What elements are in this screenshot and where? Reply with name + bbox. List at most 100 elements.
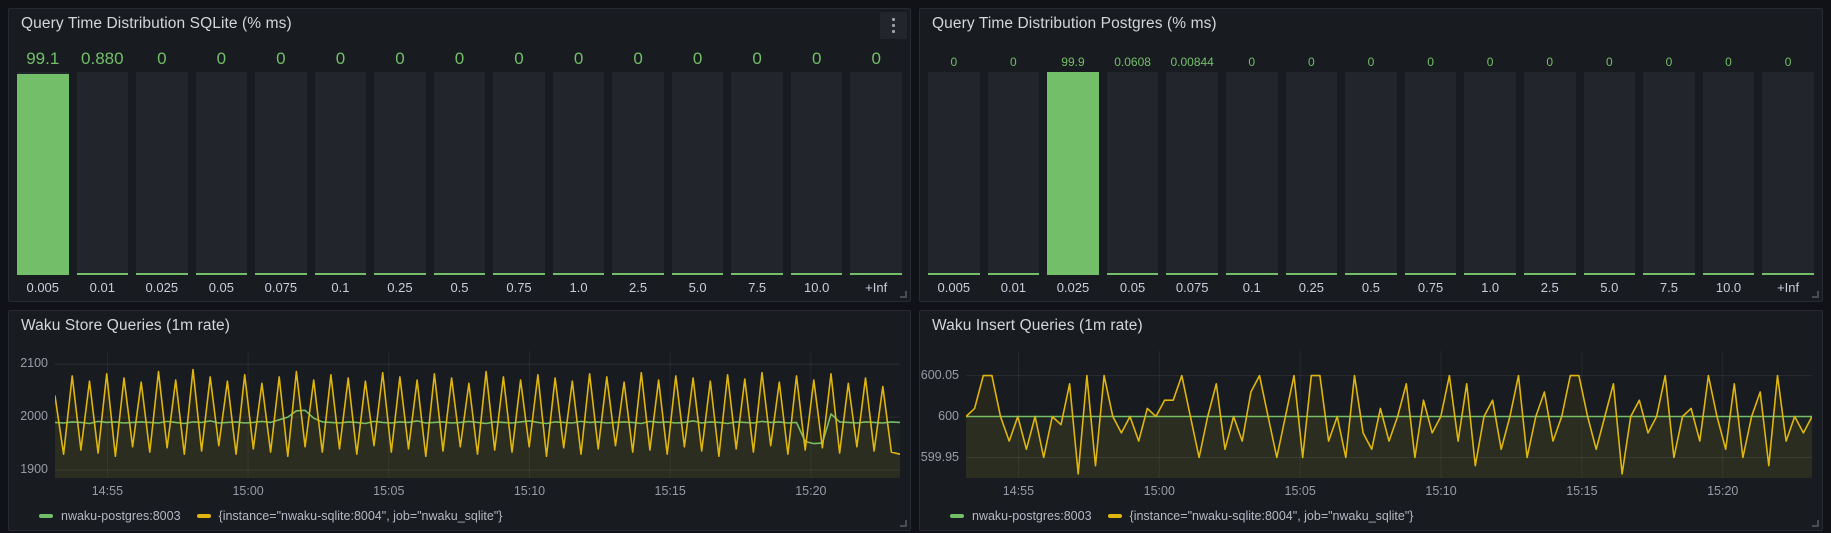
bar-x-label: 0.005 [26,280,60,295]
bar-track[interactable] [314,72,367,275]
bar-track[interactable] [1583,72,1636,275]
histogram-bar-0.025: 99.9 0.025 [1047,43,1099,295]
panel-resize-grip[interactable] [900,291,907,298]
bar-fill [1464,273,1516,275]
panel-title-postgres[interactable]: Query Time Distribution Postgres (% ms) [932,15,1217,32]
bar-track[interactable] [1225,72,1278,275]
bar-x-label: 0.01 [1000,280,1027,295]
kebab-dot [892,30,895,33]
panel-title-store-queries[interactable]: Waku Store Queries (1m rate) [21,317,230,334]
bar-track[interactable] [612,72,664,275]
bar-fill [136,273,188,275]
y-tick-label: 600.05 [920,367,959,382]
bar-value-label: 0 [752,49,762,68]
bar-value-label: 0 [1546,55,1554,69]
panel-resize-grip[interactable] [1812,291,1819,298]
bar-fill [1643,273,1695,275]
histogram-bar-5.0: 0 5.0 [1583,43,1636,295]
bar-track[interactable] [1404,72,1457,275]
panel-title-insert-queries[interactable]: Waku Insert Queries (1m rate) [932,317,1143,334]
bar-track[interactable] [1106,72,1159,275]
series-color-swatch [1107,514,1122,518]
legend-label: {instance="nwaku-sqlite:8004", job="nwak… [1129,509,1414,523]
bar-track[interactable] [374,72,426,275]
bar-track[interactable] [1702,72,1755,275]
timeseries-insert-queries[interactable]: 600.05 600 599.95 14:55 15:00 15:05 15:10 15:15… [921,351,1813,498]
bar-fill [1285,273,1338,275]
bar-track[interactable] [1047,72,1099,275]
legend-item-sqlite[interactable]: {instance="nwaku-sqlite:8004", job="nwak… [196,509,502,523]
bar-value-label: 99.1 [26,49,60,68]
legend-item-postgres[interactable]: nwaku-postgres:8003 [39,509,181,523]
x-tick-label: 15:15 [654,484,686,498]
bar-fill [433,273,486,275]
panel-resize-grip[interactable] [1812,520,1819,527]
bar-x-label: 0.05 [1119,280,1146,295]
bar-x-label: 0.075 [1175,280,1209,295]
bar-track[interactable] [255,72,307,275]
bar-track[interactable] [928,72,980,275]
y-tick-label: 2100 [20,356,48,371]
bar-track[interactable] [731,72,783,275]
bar-x-label: 0.1 [1242,280,1261,295]
bar-value-label: 0 [1605,55,1613,69]
bar-track[interactable] [1464,72,1516,275]
bar-track[interactable] [195,72,248,275]
y-tick-label: 1900 [20,462,48,477]
bar-track[interactable] [671,72,724,275]
x-tick-label: 15:20 [1707,484,1739,498]
x-tick-label: 15:00 [232,484,264,498]
bar-track[interactable] [1523,72,1576,275]
bar-value-label: 0 [1010,55,1017,69]
x-tick-label: 14:55 [91,484,124,498]
bar-track[interactable] [1762,72,1814,275]
bar-track[interactable] [17,72,69,275]
bar-value-label: 0 [157,49,167,68]
timeseries-store-queries[interactable]: 2100 2000 1900 14:55 15:00 15:05 15:10 15:15 15:… [20,351,901,498]
bar-track[interactable] [1285,72,1338,275]
bar-value-label: 0 [1248,55,1256,69]
panel-menu-button[interactable] [880,12,907,39]
histogram-bar-0.075: 0 0.075 [255,43,307,295]
panel-title-sqlite[interactable]: Query Time Distribution SQLite (% ms) [21,15,292,32]
bar-x-label: 2.5 [1540,280,1559,295]
bar-track[interactable] [1345,72,1397,275]
bar-fill [1404,273,1457,275]
bar-track[interactable] [433,72,486,275]
bar-value-label: 99.9 [1061,55,1085,69]
panel-resize-grip[interactable] [900,520,907,527]
bar-x-label: 0.075 [264,280,298,295]
bar-value-label: 0 [1427,55,1434,69]
bar-x-label: 0.5 [1361,280,1380,295]
bar-track[interactable] [1166,72,1218,275]
bar-track[interactable] [987,72,1040,275]
bar-fill [1225,273,1278,275]
bar-x-label: 2.5 [629,280,648,295]
legend-item-sqlite[interactable]: {instance="nwaku-sqlite:8004", job="nwak… [1107,509,1414,523]
bar-track[interactable] [76,72,129,275]
bar-track[interactable] [790,72,843,275]
bar-value-label: 0 [573,49,584,68]
y-tick-label: 600 [938,408,959,423]
bar-track[interactable] [136,72,188,275]
histogram-bar-+Inf: 0 +Inf [850,43,902,295]
bar-track[interactable] [493,72,545,275]
histogram-bar-0.025: 0 0.025 [136,43,188,295]
bar-value-label: 0 [1308,55,1315,69]
bar-x-label: 1.0 [1481,280,1500,295]
bar-fill [314,273,367,275]
legend-label: nwaku-postgres:8003 [61,509,181,523]
bar-x-label: 1.0 [569,280,588,295]
panel-header: Query Time Distribution SQLite (% ms) [9,9,910,39]
bar-fill [195,273,248,275]
legend-item-postgres[interactable]: nwaku-postgres:8003 [950,509,1092,523]
bar-track[interactable] [850,72,902,275]
bar-fill [552,273,605,275]
bar-x-label: +Inf [865,280,888,295]
bar-fill [987,273,1040,275]
bar-x-label: 0.75 [1417,280,1444,295]
bar-x-label: +Inf [1777,280,1800,295]
bar-track[interactable] [552,72,605,275]
bar-track[interactable] [1643,72,1695,275]
histogram-bar-0.005: 0 0.005 [928,43,980,295]
